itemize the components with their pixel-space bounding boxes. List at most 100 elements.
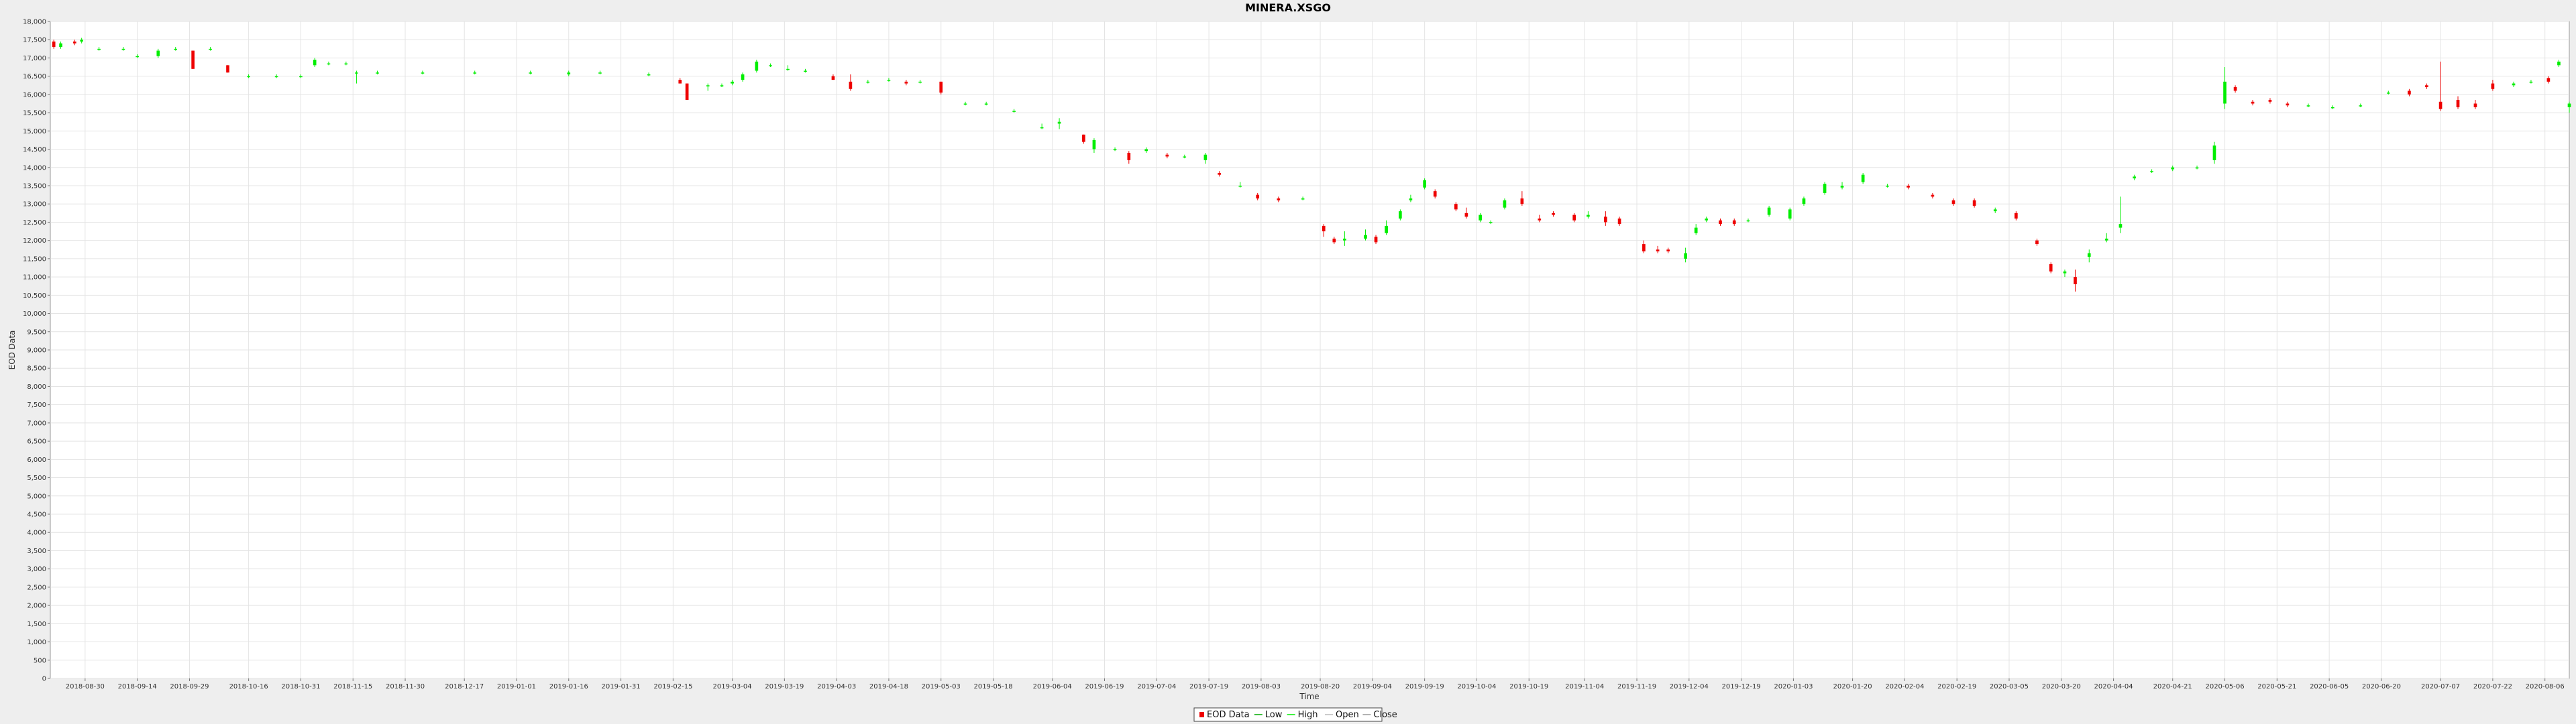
- candle: [887, 78, 891, 82]
- candle: [786, 65, 790, 71]
- candle: [1127, 151, 1131, 164]
- candle: [2425, 83, 2428, 89]
- candle: [121, 47, 125, 51]
- candle: [2150, 169, 2153, 173]
- candle-body-up: [1684, 253, 1687, 259]
- y-tick-label: 18,000: [23, 19, 46, 26]
- x-tick-label: 2020-05-06: [2205, 683, 2244, 690]
- y-tick-label: 13,500: [23, 183, 46, 190]
- candle-body-down: [2408, 90, 2411, 95]
- candle-body-down: [2251, 101, 2255, 104]
- candle-body-up: [866, 81, 870, 83]
- candle-body-down: [685, 83, 689, 101]
- x-tick-label: 2019-10-04: [1457, 683, 1496, 690]
- candle-body-up: [327, 63, 331, 65]
- candle-body-up: [598, 72, 602, 74]
- x-tick-label: 2020-04-04: [2094, 683, 2133, 690]
- candle: [918, 80, 922, 84]
- candle: [2233, 85, 2237, 93]
- candle-body-up: [2512, 83, 2516, 86]
- candle-body-down: [1454, 204, 1458, 210]
- candle: [156, 48, 160, 58]
- candle: [1746, 219, 1750, 223]
- candle-body-up: [1587, 215, 1590, 217]
- x-tick-label: 2020-03-20: [2042, 683, 2081, 690]
- y-tick-label: 7,000: [27, 420, 46, 427]
- candle: [529, 70, 533, 74]
- candle: [2491, 80, 2495, 91]
- x-tick-label: 2018-11-15: [333, 683, 372, 690]
- x-tick-label: 2020-03-05: [1990, 683, 2029, 690]
- candle-body-down: [1538, 219, 1542, 221]
- candle: [1399, 209, 1402, 221]
- candle: [136, 54, 139, 58]
- candle: [678, 78, 682, 84]
- grid: [50, 21, 2569, 679]
- candle-body-down: [904, 81, 908, 84]
- chart-title: MINERA.XSGO: [1245, 1, 1331, 14]
- candle-body-up: [1489, 222, 1493, 223]
- y-tick-label: 3,500: [27, 548, 46, 555]
- candle: [1907, 184, 1910, 190]
- candle-body-up: [755, 61, 759, 71]
- candle-body-down: [2015, 213, 2018, 219]
- candle: [1183, 154, 1187, 159]
- x-tick-label: 2018-09-29: [170, 683, 209, 690]
- candle-body-down: [1520, 198, 1524, 204]
- candle-body-down: [2074, 277, 2077, 284]
- x-tick-label: 2018-08-30: [66, 683, 105, 690]
- x-tick-label: 2020-01-03: [1774, 683, 1813, 690]
- candle-body-up: [1399, 211, 1402, 219]
- candle-body-down: [1617, 219, 1621, 225]
- candle: [59, 41, 62, 49]
- x-tick-label: 2019-03-04: [712, 683, 751, 690]
- candle-body-up: [1886, 186, 1889, 187]
- candle-body-up: [1364, 235, 1367, 239]
- candle-body-down: [1256, 194, 1260, 199]
- x-tick-label: 2018-10-31: [281, 683, 320, 690]
- candle: [984, 101, 988, 106]
- y-axis-label: EOD Data: [7, 330, 17, 370]
- candle-body-up: [2195, 167, 2199, 169]
- candle: [2359, 103, 2363, 107]
- candle-body-down: [2438, 101, 2443, 109]
- legend-label: Open: [1336, 710, 1359, 720]
- y-tick-label: 10,000: [23, 310, 46, 318]
- candle-body-up: [344, 63, 348, 65]
- candle-body-up: [2212, 145, 2216, 160]
- candle: [2567, 101, 2571, 113]
- candle: [1113, 147, 1117, 152]
- candle: [1972, 198, 1976, 208]
- candle: [191, 50, 195, 69]
- candle: [355, 70, 358, 84]
- y-tick-label: 15,000: [23, 128, 46, 135]
- candle: [2063, 269, 2067, 278]
- candle: [706, 83, 710, 91]
- y-tick-label: 3,000: [27, 566, 46, 573]
- candle-body-up: [2306, 105, 2310, 107]
- candle-body-up: [1479, 215, 1482, 221]
- candle-body-up: [2104, 238, 2108, 241]
- candle-body-up: [313, 60, 317, 66]
- candle-body-up: [136, 56, 139, 58]
- candle-body-down: [2473, 103, 2477, 107]
- candle: [97, 47, 101, 51]
- legend-item: Open: [1325, 710, 1359, 720]
- y-tick-label: 1,500: [27, 621, 46, 628]
- candle-body-down: [2035, 240, 2039, 245]
- candle-body-down: [191, 50, 195, 69]
- candle: [1538, 215, 1542, 223]
- candle: [327, 61, 331, 66]
- candle: [755, 60, 759, 73]
- candle: [1732, 219, 1736, 226]
- candle: [2015, 211, 2018, 221]
- candle: [1203, 153, 1208, 164]
- candle: [1840, 182, 1844, 190]
- candle-body-up: [156, 50, 160, 56]
- candle: [1057, 118, 1061, 129]
- candle-body-down: [849, 81, 853, 89]
- candle-body-down: [1332, 238, 1336, 243]
- candle-body-up: [2223, 81, 2226, 104]
- candle-body-up: [97, 48, 101, 50]
- candle: [769, 63, 772, 68]
